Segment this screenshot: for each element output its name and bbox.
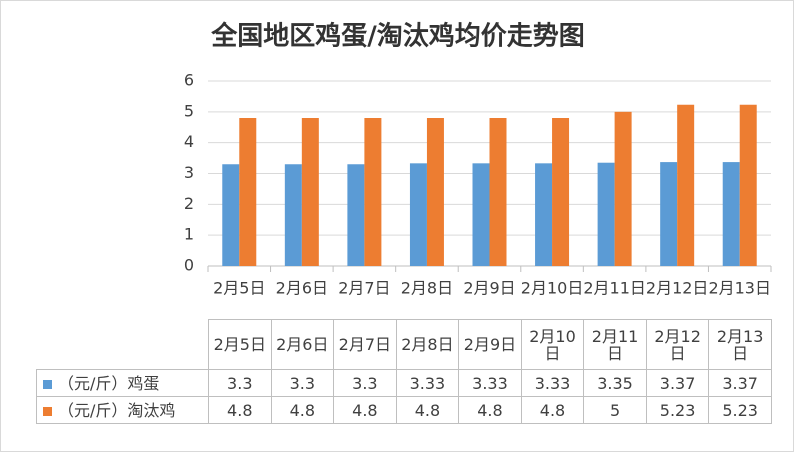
table-header: 2月7日	[333, 319, 397, 370]
y-tick-label: 0	[184, 256, 194, 275]
bar	[301, 118, 319, 266]
bar	[489, 118, 507, 266]
table-header-row: 2月5日 2月6日 2月7日 2月8日 2月9日 2月10日 2月11日 2月12日 2月13日	[36, 319, 772, 370]
legend-label: （元/斤）淘汰鸡	[58, 400, 176, 420]
table-value: 3.33	[458, 369, 522, 397]
x-tick-label: 2月8日	[401, 279, 453, 298]
x-tick-label: 2月12日	[646, 279, 709, 298]
y-tick-label: 2	[184, 194, 194, 213]
legend-label: （元/斤）鸡蛋	[58, 373, 160, 393]
data-table: 2月5日 2月6日 2月7日 2月8日 2月9日 2月10日 2月11日 2月12日 2月13日…	[36, 319, 772, 424]
table-header: 2月6日	[270, 319, 335, 370]
table-value: 3.37	[708, 369, 772, 397]
legend-cell: （元/斤）鸡蛋	[36, 369, 209, 397]
table-header: 2月9日	[458, 319, 522, 370]
x-tick-label: 2月7日	[338, 279, 390, 298]
legend-cell: （元/斤）淘汰鸡	[36, 396, 209, 424]
table-value: 3.35	[583, 369, 647, 397]
x-tick-label: 2月5日	[213, 279, 265, 298]
bar	[552, 118, 570, 266]
x-tick-label: 2月13日	[708, 279, 771, 298]
table-header: 2月5日	[208, 319, 272, 370]
bar	[239, 118, 257, 266]
x-tick-label: 2月6日	[276, 279, 328, 298]
table-value: 5	[583, 396, 647, 424]
table-value: 4.8	[458, 396, 522, 424]
table-header: 2月12日	[645, 319, 710, 370]
y-tick-label: 3	[184, 163, 194, 182]
table-row: （元/斤）鸡蛋 3.3 3.3 3.3 3.33 3.33 3.33 3.35 3.37 3.37	[36, 369, 772, 397]
y-tick-label: 4	[184, 132, 194, 151]
table-value: 5.23	[645, 396, 710, 424]
bar	[535, 163, 553, 266]
table-value: 4.8	[333, 396, 397, 424]
table-header: 2月10日	[520, 319, 585, 370]
table-value: 4.8	[520, 396, 585, 424]
bar	[677, 104, 695, 266]
y-tick-label: 5	[184, 101, 194, 120]
table-header: 2月13日	[708, 319, 772, 370]
bar	[426, 118, 444, 266]
y-tick-label: 6	[184, 71, 194, 90]
table-value: 3.33	[520, 369, 585, 397]
x-tick-label: 2月9日	[463, 279, 515, 298]
bar	[284, 164, 302, 266]
x-tick-label: 2月10日	[521, 279, 584, 298]
table-corner	[36, 319, 209, 370]
table-value: 3.33	[395, 369, 460, 397]
legend-swatch	[43, 406, 52, 416]
chart-title: 全国地区鸡蛋/淘汰鸡均价走势图	[210, 21, 585, 52]
legend-swatch	[43, 379, 52, 389]
bar	[739, 104, 757, 266]
table-header: 2月8日	[395, 319, 460, 370]
bar	[409, 163, 427, 266]
table-value: 4.8	[395, 396, 460, 424]
bar	[347, 164, 365, 266]
table-header: 2月11日	[583, 319, 647, 370]
bar	[614, 111, 632, 266]
table-value: 3.3	[270, 369, 335, 397]
y-tick-label: 1	[184, 225, 194, 244]
table-value: 3.3	[333, 369, 397, 397]
table-value: 4.8	[208, 396, 272, 424]
table-value: 4.8	[270, 396, 335, 424]
bar	[722, 162, 740, 266]
bar	[597, 162, 615, 266]
bar	[660, 162, 678, 266]
table-value: 3.3	[208, 369, 272, 397]
table-row: （元/斤）淘汰鸡 4.8 4.8 4.8 4.8 4.8 4.8 5 5.23 5.23	[36, 396, 772, 424]
bar	[222, 164, 240, 266]
bar	[472, 163, 490, 266]
table-value: 3.37	[645, 369, 710, 397]
x-tick-label: 2月11日	[583, 279, 646, 298]
table-value: 5.23	[708, 396, 772, 424]
bar	[364, 118, 382, 266]
